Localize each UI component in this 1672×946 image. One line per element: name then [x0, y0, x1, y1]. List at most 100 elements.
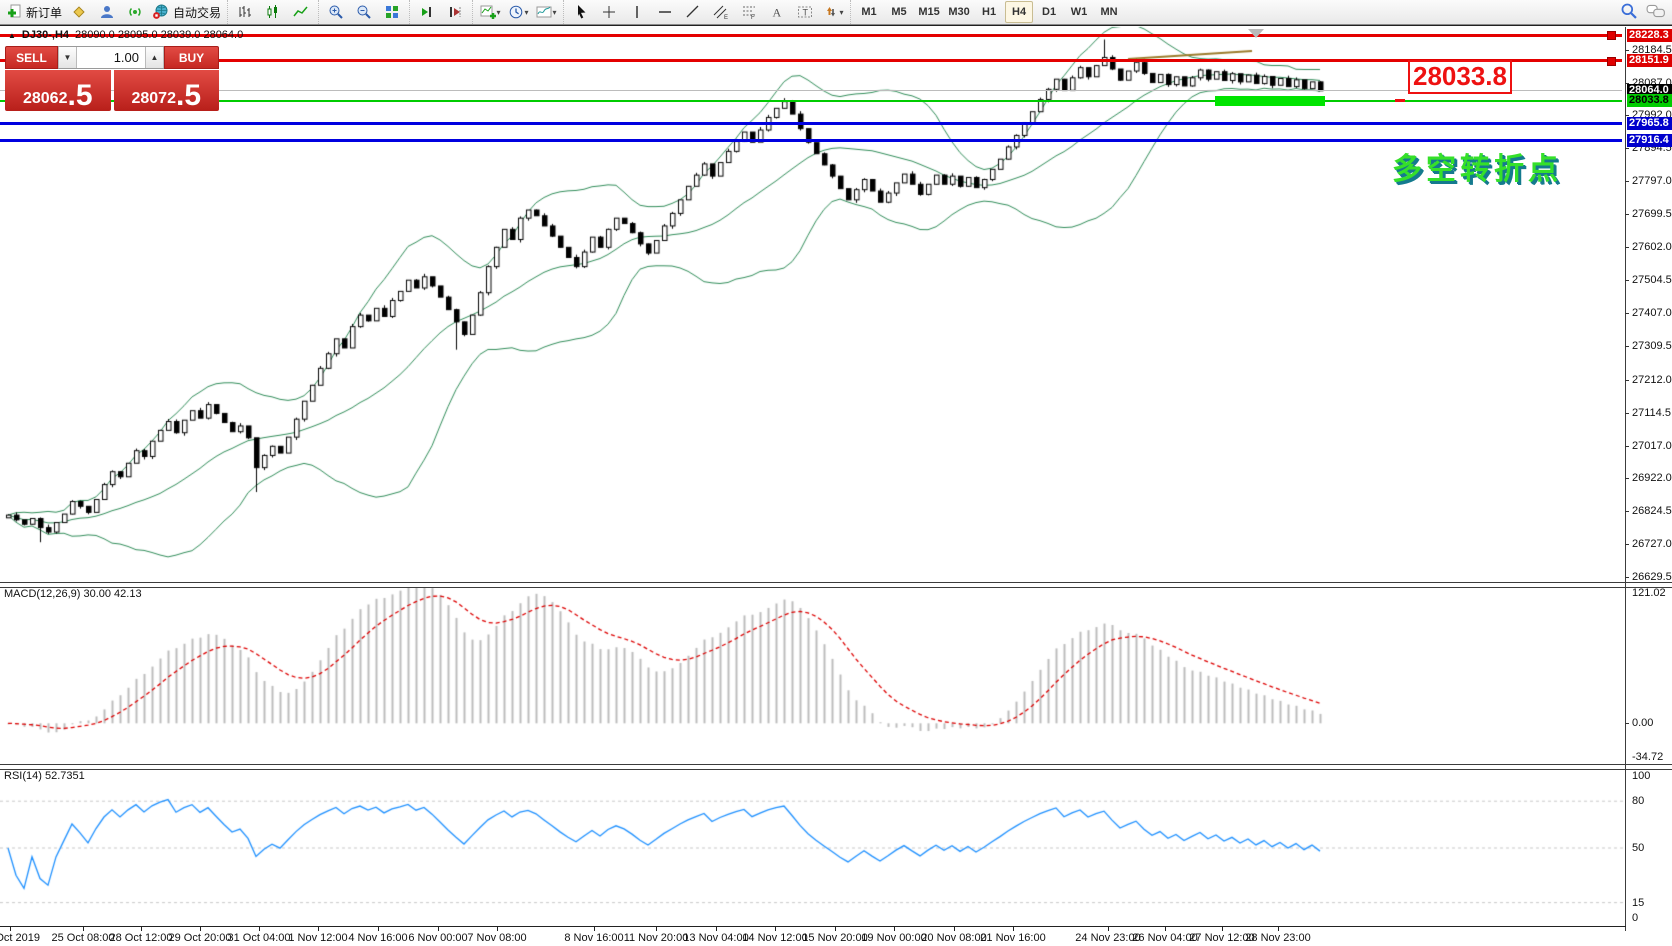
depth-button[interactable]	[65, 1, 93, 24]
timeframe-h4-button[interactable]: H4	[1005, 1, 1034, 23]
timeframe-w1-button[interactable]: W1	[1070, 6, 1088, 18]
price-badge: 28228.3	[1627, 28, 1672, 42]
rsi-scale-label: 50	[1632, 842, 1645, 854]
time-tick	[1108, 927, 1109, 931]
tile-windows-button[interactable]	[378, 1, 406, 24]
volume-input[interactable]: 1.00	[113, 50, 139, 65]
time-tick	[141, 927, 142, 931]
volume-increase-button[interactable]: ▲	[145, 47, 164, 68]
time-tick	[83, 927, 84, 931]
cursor-button[interactable]	[567, 1, 595, 24]
price-tick	[1625, 115, 1629, 117]
timeframe-d1-button[interactable]: D1	[1042, 6, 1057, 18]
chat-icon[interactable]	[1646, 2, 1666, 23]
trendline-button[interactable]	[679, 1, 707, 24]
label-t-icon: T	[797, 4, 813, 20]
auto-scroll-button[interactable]	[413, 1, 441, 24]
time-tick	[1165, 927, 1166, 931]
fibonacci-button[interactable]: F	[735, 1, 763, 24]
time-tick	[259, 927, 260, 931]
zoom-in-button[interactable]	[322, 1, 350, 24]
zoom-out-icon	[356, 4, 372, 20]
price-flag-dash	[1395, 99, 1405, 103]
time-label: 14 Nov 12:00	[742, 932, 808, 944]
buy-button[interactable]: BUY	[164, 46, 219, 69]
text-label-button[interactable]: T	[791, 1, 819, 24]
line-chart-icon	[293, 4, 309, 20]
price-flag-label[interactable]: 28033.8	[1408, 59, 1512, 94]
price-axis-line	[1625, 27, 1626, 931]
sell-button[interactable]: SELL	[5, 46, 58, 69]
timeframe-m1-button[interactable]: M1	[861, 6, 877, 18]
time-tick	[716, 927, 717, 931]
channel-icon: E	[713, 4, 729, 20]
time-label: 4 Nov 16:00	[348, 932, 408, 944]
line-chart-button[interactable]	[287, 1, 315, 24]
price-tick	[1625, 181, 1629, 183]
line-edge-marker[interactable]	[1607, 31, 1616, 40]
price-tick	[1625, 543, 1629, 545]
bar-chart-button[interactable]	[231, 1, 259, 24]
price-tick-label: 26922.0	[1632, 471, 1672, 484]
price-tick	[1625, 280, 1629, 282]
timeframe-m15-button[interactable]: M15	[918, 6, 940, 18]
text-button[interactable]: A	[763, 1, 791, 24]
templates-button[interactable]: ▾	[532, 1, 560, 24]
support-line-blue-upper[interactable]	[0, 122, 1622, 126]
price-tick	[1625, 412, 1629, 414]
price-badge: 28033.8	[1627, 94, 1672, 108]
time-tick	[378, 927, 379, 931]
new-order-icon	[6, 4, 22, 20]
autotrade-button[interactable]: 自动交易	[149, 1, 224, 24]
sell-price-display[interactable]: 28062.5	[5, 70, 111, 111]
dropdown-arrow-icon[interactable]: ▾	[496, 7, 501, 17]
support-line-green[interactable]	[0, 99, 1622, 102]
indicators-button[interactable]: ▾	[476, 1, 504, 24]
dropdown-arrow-icon[interactable]: ▾	[552, 7, 557, 17]
price-tick-label: 27212.0	[1632, 373, 1672, 386]
timeframe-h1-button[interactable]: H1	[982, 6, 997, 18]
timeframe-m30-button[interactable]: M30	[948, 6, 970, 18]
dropdown-arrow-icon[interactable]: ▾	[524, 7, 529, 17]
candlestick-icon	[265, 4, 281, 20]
dropdown-arrow-icon[interactable]: ▾	[839, 7, 844, 17]
price-tick	[1625, 477, 1629, 479]
support-highlight-zone[interactable]	[1215, 95, 1325, 106]
search-icon[interactable]	[1620, 2, 1638, 23]
buy-price-display[interactable]: 28072.5	[113, 70, 219, 111]
timeframe-mn-button[interactable]: MN	[1100, 6, 1118, 18]
price-tick-label: 27797.0	[1632, 175, 1672, 188]
time-tick	[1278, 927, 1279, 931]
volume-decrease-button[interactable]: ▼	[58, 47, 77, 68]
current-price-line[interactable]	[0, 90, 1622, 92]
zoom-out-button[interactable]	[350, 1, 378, 24]
chart-shift-button[interactable]	[441, 1, 469, 24]
time-label: 11 Nov 20:00	[623, 932, 689, 944]
channel-button[interactable]: E	[707, 1, 735, 24]
arrows-button[interactable]: ▾	[819, 1, 847, 24]
periods-button[interactable]: ▾	[504, 1, 532, 24]
time-label: 26 Nov 04:00	[1132, 932, 1198, 944]
new-order-button[interactable]: 新订单	[3, 1, 65, 24]
vertical-line-icon	[629, 4, 645, 20]
vertical-line-button[interactable]	[623, 1, 651, 24]
time-label: 1 Nov 12:00	[288, 932, 348, 944]
timeframe-m5-button[interactable]: M5	[891, 6, 907, 18]
turning-point-annotation: 多空转折点	[1392, 153, 1562, 186]
resistance-line-lower[interactable]	[0, 59, 1622, 63]
sell-price-main: 28062	[22, 90, 68, 107]
candlestick-chart-button[interactable]	[259, 1, 287, 24]
line-edge-marker[interactable]	[1607, 56, 1616, 66]
crosshair-button[interactable]	[595, 1, 623, 24]
price-chart-canvas[interactable]	[0, 26, 1672, 946]
signals-button[interactable]	[121, 1, 149, 24]
chart-shift-marker[interactable]	[1248, 29, 1264, 38]
support-line-blue-lower[interactable]	[0, 139, 1622, 143]
autotrade-label: 自动交易	[173, 5, 222, 20]
chart-window[interactable]: ▲ DJ30-,H4 28090.0 28095.0 28039.0 28064…	[0, 25, 1672, 946]
horizontal-line-button[interactable]	[651, 1, 679, 24]
accounts-button[interactable]	[93, 1, 121, 24]
resistance-line-upper[interactable]	[0, 33, 1622, 37]
main-toolbar: 新订单 自动交易 ▾ ▾ ▾	[0, 0, 1672, 25]
diamond-icon	[71, 4, 87, 20]
